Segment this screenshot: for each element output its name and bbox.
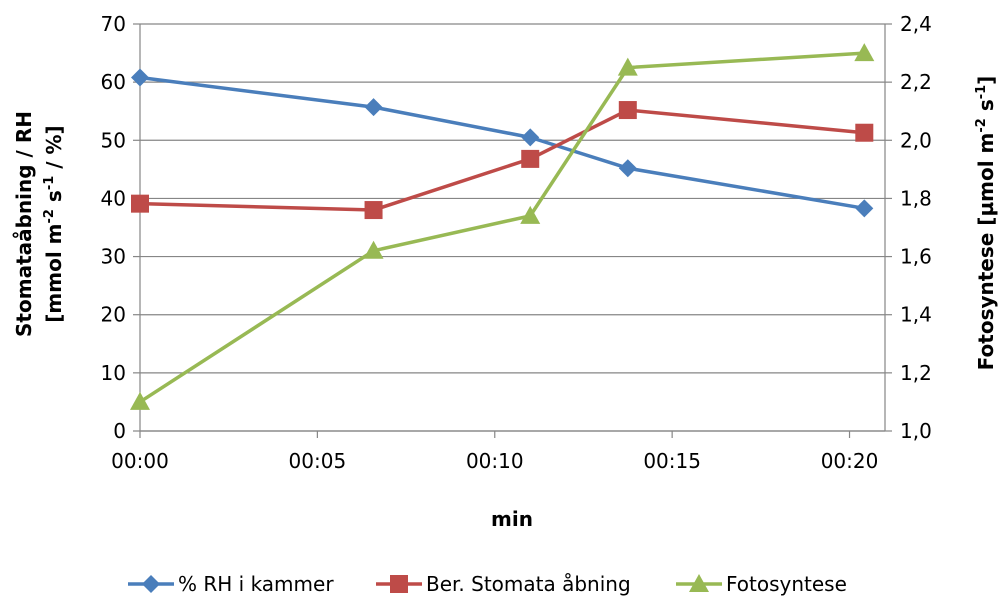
right-tick-label: 1,8 bbox=[900, 186, 932, 210]
data-point bbox=[521, 128, 540, 147]
left-axis-title-sup-a: -2 bbox=[42, 209, 57, 223]
left-axis-title-unit-b: s bbox=[42, 190, 66, 209]
series-layer bbox=[130, 43, 875, 410]
legend-swatch-marker bbox=[390, 575, 408, 593]
data-point bbox=[521, 149, 540, 168]
legend-swatch-marker bbox=[689, 574, 709, 592]
left-tick-label: 50 bbox=[101, 128, 126, 152]
legend-label: % RH i kammer bbox=[178, 572, 334, 596]
right-tick-label: 2,0 bbox=[900, 128, 932, 152]
data-point bbox=[618, 101, 637, 120]
axes bbox=[133, 23, 892, 438]
right-tick-label: 1,6 bbox=[900, 245, 932, 269]
right-tick-label: 1,0 bbox=[900, 419, 932, 443]
series-line bbox=[139, 51, 865, 404]
legend-label: Fotosyntese bbox=[726, 572, 847, 596]
right-axis-title-sup-a: -2 bbox=[974, 118, 989, 132]
data-point bbox=[854, 43, 875, 62]
series-square bbox=[131, 101, 874, 220]
left-axis-title-line1: Stomataåbning / RH bbox=[12, 111, 36, 337]
tick-labels: 0 1,0 10 1,2 20 1,4 30 1,6 40 1,8 50 2,0 60 2,2 70 2,4 0… bbox=[101, 12, 932, 473]
left-axis-title-sup-b: -1 bbox=[42, 176, 57, 190]
right-axis-title-sup-b: -1 bbox=[974, 85, 989, 99]
x-tick-label: 00:10 bbox=[466, 449, 524, 473]
data-point bbox=[364, 98, 383, 117]
left-tick-label: 0 bbox=[113, 419, 126, 443]
right-tick-label: 1,4 bbox=[900, 303, 932, 327]
legend-swatch-marker bbox=[142, 575, 160, 593]
right-tick-label: 2,4 bbox=[900, 12, 932, 36]
left-tick-label: 40 bbox=[101, 186, 126, 210]
right-tick-label: 1,2 bbox=[900, 361, 932, 385]
left-tick-label: 30 bbox=[101, 245, 126, 269]
gridlines bbox=[140, 23, 885, 432]
left-axis-title-line2: [mmol m-2 s-1 / %] bbox=[42, 125, 66, 322]
legend-label: Ber. Stomata åbning bbox=[426, 572, 631, 596]
series-line bbox=[139, 75, 865, 211]
data-point bbox=[130, 391, 150, 410]
left-tick-label: 20 bbox=[101, 303, 126, 327]
data-point bbox=[617, 57, 638, 76]
series-line bbox=[139, 108, 865, 212]
legend: % RH i kammer Ber. Stomata åbning Fotosynt… bbox=[128, 572, 847, 596]
x-tick-label: 00:00 bbox=[111, 449, 169, 473]
left-axis-title-unit-c: / %] bbox=[42, 125, 66, 175]
left-axis-title-unit-a: [mmol m bbox=[42, 223, 66, 322]
data-point bbox=[520, 205, 541, 224]
left-tick-label: 10 bbox=[101, 361, 126, 385]
x-tick-label: 00:20 bbox=[821, 449, 879, 473]
data-point bbox=[618, 159, 637, 178]
legend-item: % RH i kammer bbox=[128, 572, 334, 596]
data-point bbox=[131, 68, 149, 87]
data-point bbox=[364, 201, 383, 220]
x-tick-label: 00:15 bbox=[643, 449, 701, 473]
data-point bbox=[855, 199, 874, 218]
legend-item: Ber. Stomata åbning bbox=[376, 572, 631, 596]
left-tick-label: 60 bbox=[101, 70, 126, 94]
data-point bbox=[855, 123, 874, 142]
right-axis-title-c: ] bbox=[974, 76, 998, 85]
data-point bbox=[131, 194, 149, 213]
left-tick-label: 70 bbox=[101, 12, 126, 36]
right-tick-label: 2,2 bbox=[900, 70, 932, 94]
x-axis-title: min bbox=[491, 507, 533, 531]
right-axis-title-a: Fotosyntese [µmol m bbox=[974, 133, 998, 371]
series-diamond bbox=[131, 68, 874, 218]
right-axis-title-b: s bbox=[974, 99, 998, 118]
legend-item: Fotosyntese bbox=[676, 572, 847, 596]
series-triangle bbox=[130, 43, 875, 410]
right-axis-title: Fotosyntese [µmol m-2 s-1] bbox=[974, 76, 998, 371]
x-tick-label: 00:05 bbox=[289, 449, 347, 473]
data-point bbox=[363, 240, 384, 259]
